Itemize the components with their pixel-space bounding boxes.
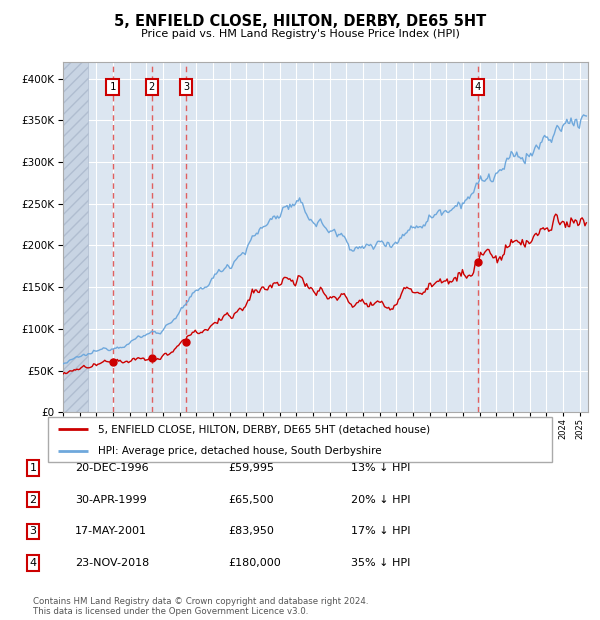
Text: 20-DEC-1996: 20-DEC-1996 — [75, 463, 149, 473]
Text: £83,950: £83,950 — [228, 526, 274, 536]
Bar — [63, 62, 88, 412]
Text: 3: 3 — [29, 526, 37, 536]
Text: 5, ENFIELD CLOSE, HILTON, DERBY, DE65 5HT (detached house): 5, ENFIELD CLOSE, HILTON, DERBY, DE65 5H… — [98, 424, 431, 435]
Text: 1: 1 — [109, 82, 116, 92]
Text: 4: 4 — [475, 82, 481, 92]
Text: 17-MAY-2001: 17-MAY-2001 — [75, 526, 147, 536]
Text: 5, ENFIELD CLOSE, HILTON, DERBY, DE65 5HT: 5, ENFIELD CLOSE, HILTON, DERBY, DE65 5H… — [114, 14, 486, 29]
Text: 4: 4 — [29, 558, 37, 568]
Text: 1: 1 — [29, 463, 37, 473]
Text: Contains HM Land Registry data © Crown copyright and database right 2024.: Contains HM Land Registry data © Crown c… — [33, 597, 368, 606]
Text: 13% ↓ HPI: 13% ↓ HPI — [351, 463, 410, 473]
Text: HPI: Average price, detached house, South Derbyshire: HPI: Average price, detached house, Sout… — [98, 446, 382, 456]
Text: £180,000: £180,000 — [228, 558, 281, 568]
Text: 17% ↓ HPI: 17% ↓ HPI — [351, 526, 410, 536]
FancyBboxPatch shape — [48, 417, 552, 462]
Text: £65,500: £65,500 — [228, 495, 274, 505]
Text: 2: 2 — [29, 495, 37, 505]
Text: 2: 2 — [149, 82, 155, 92]
Text: 23-NOV-2018: 23-NOV-2018 — [75, 558, 149, 568]
Text: £59,995: £59,995 — [228, 463, 274, 473]
Text: 35% ↓ HPI: 35% ↓ HPI — [351, 558, 410, 568]
Text: Price paid vs. HM Land Registry's House Price Index (HPI): Price paid vs. HM Land Registry's House … — [140, 29, 460, 39]
Text: 3: 3 — [183, 82, 189, 92]
Text: 20% ↓ HPI: 20% ↓ HPI — [351, 495, 410, 505]
Text: This data is licensed under the Open Government Licence v3.0.: This data is licensed under the Open Gov… — [33, 608, 308, 616]
Text: 30-APR-1999: 30-APR-1999 — [75, 495, 147, 505]
